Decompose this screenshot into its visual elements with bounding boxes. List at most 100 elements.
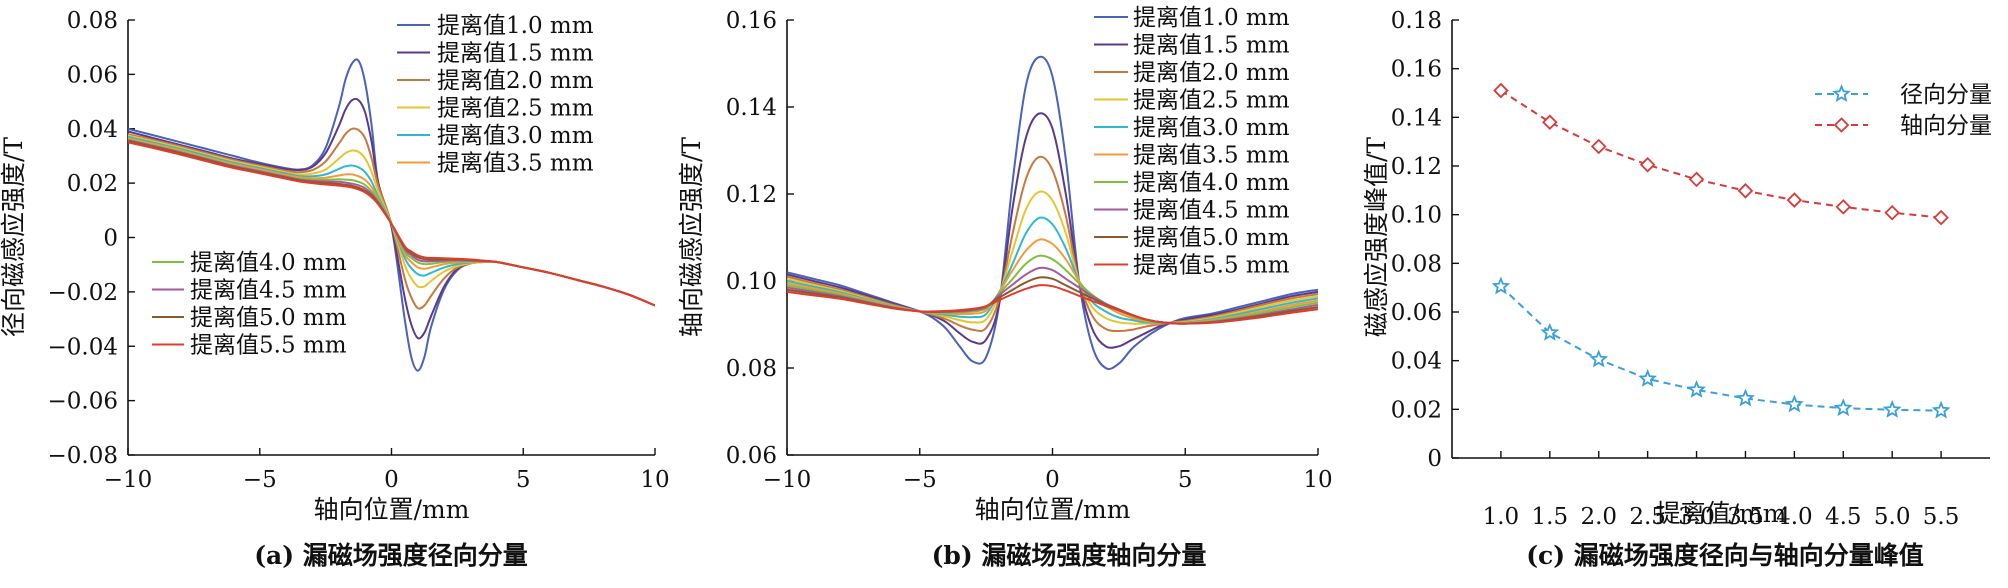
data-point (1884, 204, 1900, 221)
y-tick-label: −0.06 (48, 389, 118, 415)
y-tick-label: −0.08 (48, 443, 118, 469)
y-tick-label: 0.18 (1391, 8, 1442, 34)
x-tick-label: 0 (384, 467, 399, 493)
data-point (1688, 171, 1705, 188)
series-line (1500, 89, 1942, 219)
legend-marker (1832, 84, 1851, 102)
panel-c: 0 0.02 0.04 0.06 0.08 0.10 0.12 0.14 0.16 0.18 1.0… (1362, 8, 1992, 570)
panel-caption: (c) 漏磁场强度径向与轴向分量峰值 (1526, 541, 1924, 570)
data-point (1493, 82, 1509, 99)
x-tick-label: 5 (1178, 467, 1193, 493)
data-point (1784, 394, 1804, 413)
legend-label: 提离值5.0 mm (1133, 225, 1290, 251)
series-line (128, 141, 655, 307)
legend-label: 提离值4.0 mm (190, 250, 347, 276)
y-tick-label: 0.12 (726, 182, 777, 208)
legend-label: 提离值2.5 mm (1133, 88, 1290, 114)
y-tick-label: 0.06 (726, 443, 777, 469)
panel-b: 0.06 0.08 0.10 0.12 0.14 0.16 −10 −5 0 5 10 轴向位置/mm… (677, 5, 1333, 570)
data-point (1882, 399, 1902, 418)
x-tick-label: 0 (1045, 467, 1060, 493)
panel-a: −0.08 −0.06 −0.04 −0.02 0 0.02 0.04 0.06 0.08 −10… (0, 8, 670, 570)
x-tick-label: 5.5 (1923, 504, 1960, 530)
y-tick-label: −0.02 (48, 280, 118, 306)
x-tick-label: 2.0 (1580, 504, 1617, 530)
panel-caption: (a) 漏磁场强度径向分量 (254, 541, 528, 570)
data-point (1736, 388, 1755, 407)
y-tick-label: −0.04 (48, 334, 118, 360)
data-point (1737, 183, 1754, 199)
y-tick-label: 0.08 (1391, 251, 1442, 277)
y-tick-label: 0.10 (1391, 203, 1442, 229)
y-tick-label: 0.10 (726, 269, 777, 295)
legend-label: 提离值2.0 mm (437, 68, 594, 94)
y-axis-label: 轴向磁感应强度/T (677, 137, 706, 337)
legend-label: 提离值1.5 mm (437, 41, 594, 67)
y-tick-label: 0.12 (1391, 154, 1442, 180)
y-tick-label: 0 (1427, 446, 1442, 472)
legend-label: 提离值2.5 mm (437, 96, 594, 122)
x-axis-label: 轴向位置/mm (975, 495, 1131, 524)
x-tick-label: 5 (516, 467, 531, 493)
legend-label: 提离值3.5 mm (1133, 143, 1290, 169)
legend-label: 提离值5.5 mm (190, 333, 347, 359)
y-tick-label: 0.14 (726, 95, 777, 121)
x-tick-label: 4.5 (1825, 504, 1862, 530)
series-line (1500, 285, 1942, 412)
legend-label: 轴向分量 (1900, 113, 1992, 139)
legend-marker (1833, 117, 1850, 133)
legend-label: 提离值4.0 mm (1133, 170, 1290, 196)
x-axis-label: 轴向位置/mm (314, 495, 470, 524)
x-tick-label: −10 (104, 467, 153, 493)
data-point (1491, 276, 1511, 295)
data-point (1786, 192, 1803, 208)
legend-label: 提离值1.5 mm (1133, 33, 1290, 59)
y-tick-label: 0.08 (67, 8, 118, 34)
data-point (1589, 349, 1609, 368)
legend-label: 提离值5.0 mm (190, 305, 347, 331)
legend-label: 提离值4.5 mm (190, 278, 347, 304)
y-tick-label: 0.14 (1391, 105, 1442, 131)
legend-label: 提离值3.5 mm (437, 151, 594, 177)
y-tick-label: 0 (103, 226, 118, 252)
y-tick-label: 0.16 (726, 8, 777, 34)
legend-label: 提离值3.0 mm (1133, 115, 1290, 141)
data-point (1639, 157, 1656, 173)
legend-label: 提离值5.5 mm (1133, 253, 1290, 279)
x-tick-label: 4.0 (1776, 504, 1813, 530)
y-tick-label: 0.06 (67, 62, 118, 88)
x-tick-label: −5 (243, 467, 277, 493)
data-point (1931, 400, 1951, 419)
x-tick-label: 10 (640, 467, 669, 493)
x-tick-label: 2.5 (1629, 504, 1666, 530)
y-axis-label: 径向磁感应强度/T (0, 137, 28, 337)
y-tick-label: 0.04 (67, 117, 118, 143)
data-point (1542, 114, 1558, 130)
legend-label: 提离值1.0 mm (437, 13, 594, 39)
data-point (1540, 322, 1560, 341)
y-tick-label: 0.02 (67, 171, 118, 197)
panel-caption: (b) 漏磁场强度轴向分量 (932, 541, 1207, 570)
y-tick-label: 0.02 (1391, 397, 1442, 423)
x-tick-label: −10 (763, 467, 812, 493)
x-tick-label: −5 (903, 467, 937, 493)
data-point (1833, 398, 1853, 417)
x-tick-label: 5.0 (1874, 504, 1911, 530)
y-tick-label: 0.04 (1391, 349, 1442, 375)
legend-label: 径向分量 (1900, 82, 1992, 108)
x-tick-label: 3.0 (1678, 504, 1715, 530)
data-point (1835, 199, 1852, 215)
y-tick-label: 0.06 (1391, 300, 1442, 326)
data-point (1933, 209, 1949, 226)
series-line (787, 284, 1318, 325)
legend-label: 提离值3.0 mm (437, 123, 594, 149)
x-tick-label: 10 (1303, 467, 1332, 493)
x-tick-label: 1.5 (1532, 504, 1569, 530)
x-tick-label: 1.0 (1483, 504, 1520, 530)
